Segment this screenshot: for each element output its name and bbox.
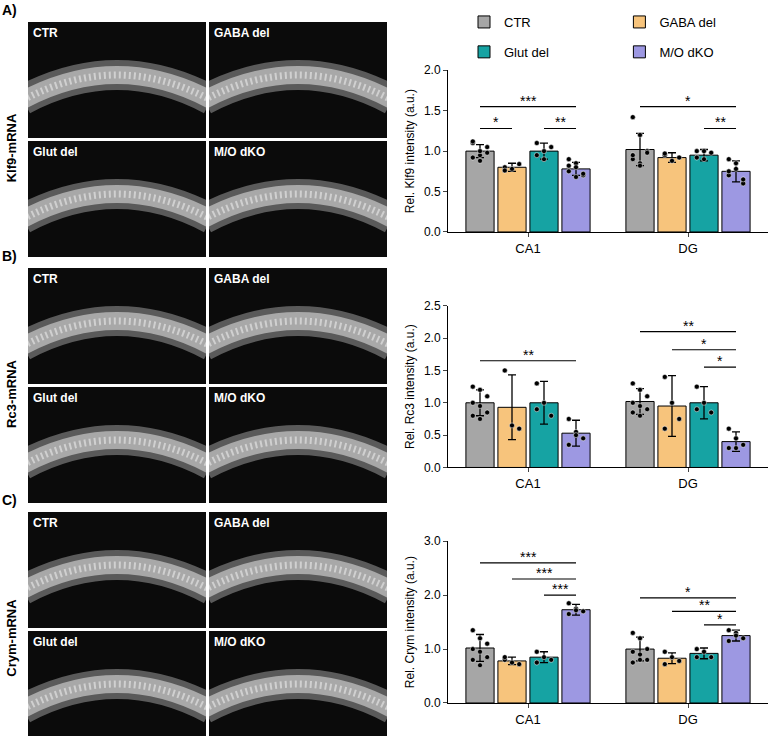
svg-text:1.5: 1.5 [424,104,441,118]
svg-text:Glut del: Glut del [504,45,549,60]
svg-text:***: *** [536,565,553,581]
svg-text:1.5: 1.5 [424,364,441,378]
svg-text:1.0: 1.0 [424,144,441,158]
svg-text:***: *** [552,581,569,597]
svg-text:CTR: CTR [33,26,58,40]
svg-text:CA1: CA1 [515,712,540,727]
svg-text:C): C) [2,492,17,508]
svg-text:*: * [701,336,707,352]
svg-text:*: * [717,611,723,627]
svg-text:A): A) [2,2,17,18]
svg-text:1.0: 1.0 [424,642,441,656]
svg-text:2.0: 2.0 [424,63,441,77]
svg-text:DG: DG [678,241,698,256]
svg-text:***: *** [520,549,537,565]
svg-text:Rel. Klf9 intensity (a.u.): Rel. Klf9 intensity (a.u.) [403,89,417,213]
svg-text:Rel. Rc3 intensity (a.u.): Rel. Rc3 intensity (a.u.) [403,324,417,449]
svg-text:*: * [685,93,691,109]
svg-text:3.0: 3.0 [424,534,441,548]
svg-text:**: ** [523,347,534,363]
svg-text:Klf9-mRNA: Klf9-mRNA [4,113,19,182]
svg-text:M/O dKO: M/O dKO [659,45,713,60]
svg-text:1.0: 1.0 [424,396,441,410]
svg-text:0.0: 0.0 [424,225,441,239]
svg-text:CTR: CTR [33,516,58,530]
svg-text:2.0: 2.0 [424,588,441,602]
svg-text:0.5: 0.5 [424,185,441,199]
svg-text:*: * [493,114,499,130]
svg-text:DG: DG [678,712,698,727]
svg-text:CTR: CTR [504,15,531,30]
svg-text:0.0: 0.0 [424,696,441,710]
svg-text:GABA del: GABA del [214,516,270,530]
svg-text:**: ** [715,114,726,130]
svg-text:Crym-mRNA: Crym-mRNA [4,599,19,677]
svg-text:M/O dKO: M/O dKO [214,391,265,405]
svg-text:CA1: CA1 [515,241,540,256]
svg-text:Glut del: Glut del [33,391,78,405]
svg-text:**: ** [699,597,710,613]
svg-text:CTR: CTR [33,272,58,286]
svg-text:Glut del: Glut del [33,635,78,649]
svg-text:**: ** [683,318,694,334]
svg-text:2.0: 2.0 [424,331,441,345]
svg-text:0.0: 0.0 [424,461,441,475]
svg-text:**: ** [555,114,566,130]
svg-text:M/O dKO: M/O dKO [214,145,265,159]
svg-text:B): B) [2,248,17,264]
svg-text:*: * [717,353,723,369]
svg-text:CA1: CA1 [515,476,540,491]
svg-text:GABA del: GABA del [214,26,270,40]
svg-text:*: * [685,584,691,600]
svg-text:0.5: 0.5 [424,428,441,442]
svg-text:GABA del: GABA del [659,15,715,30]
svg-text:GABA del: GABA del [214,272,270,286]
svg-text:***: *** [520,93,537,109]
svg-text:Rel. Crym intensity (a.u.): Rel. Crym intensity (a.u.) [403,556,417,688]
svg-text:Glut del: Glut del [33,145,78,159]
svg-text:M/O dKO: M/O dKO [214,635,265,649]
svg-text:2.5: 2.5 [424,299,441,313]
svg-text:DG: DG [678,476,698,491]
svg-text:Rc3-mRNA: Rc3-mRNA [4,359,19,428]
